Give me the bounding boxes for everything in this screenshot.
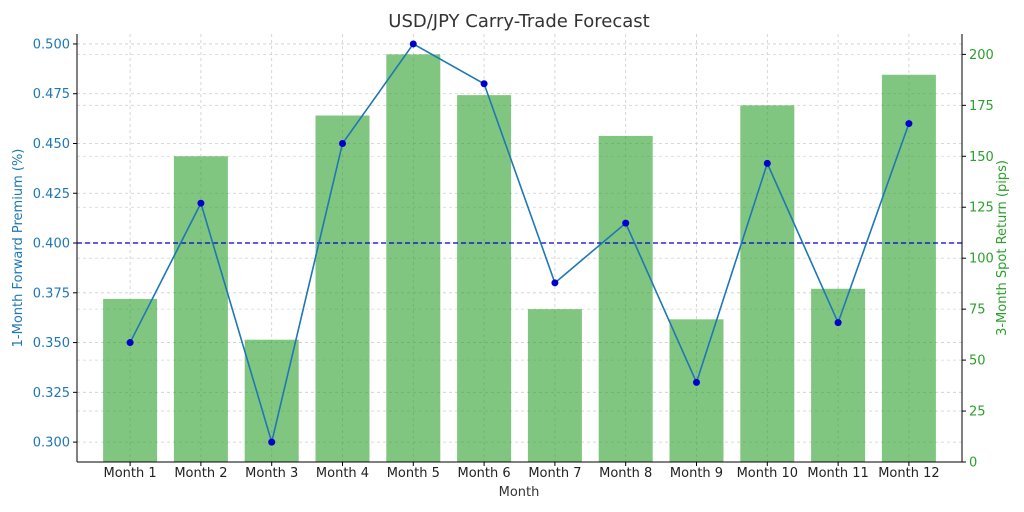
y-axis-left-label: 1-Month Forward Premium (%) — [11, 149, 26, 348]
data-point — [480, 80, 488, 88]
x-tick-label: Month 1 — [104, 466, 157, 481]
data-point — [268, 438, 276, 446]
axes: 0.300 0.325 0.350 0.375 0.400 0.425 0.450 0.475… — [33, 34, 994, 481]
bar — [598, 135, 653, 462]
y-left-tick-label: 0.400 — [33, 237, 70, 252]
x-tick-label: Month 11 — [807, 466, 868, 481]
bar — [315, 115, 370, 463]
x-tick-label: Month 8 — [599, 466, 652, 481]
x-tick-label: Month 4 — [316, 466, 369, 481]
y-left-tick-label: 0.475 — [33, 87, 70, 102]
data-point — [905, 120, 913, 128]
y-left-tick-label: 0.300 — [33, 436, 70, 451]
data-point — [339, 139, 346, 147]
x-tick-label: Month 10 — [737, 466, 798, 481]
y-axis-right-label: 3-Month Spot Return (pips) — [995, 160, 1010, 336]
line-series — [126, 40, 913, 446]
bar — [881, 74, 936, 462]
bar — [386, 54, 441, 462]
y-right-tick-label: 150 — [969, 150, 994, 165]
y-left-tick-label: 0.450 — [33, 137, 70, 152]
data-point — [409, 40, 417, 48]
x-axis-label: Month — [499, 485, 540, 500]
x-tick-label: Month 2 — [174, 466, 227, 481]
data-point — [551, 279, 559, 287]
y-left-tick-label: 0.425 — [33, 187, 70, 202]
y-right-tick-label: 50 — [969, 354, 986, 369]
x-tick-label: Month 3 — [245, 466, 298, 481]
bar-series — [103, 54, 936, 463]
y-right-tick-label: 200 — [969, 48, 994, 63]
bar — [527, 309, 582, 462]
x-tick-label: Month 9 — [670, 466, 723, 481]
bar — [457, 95, 512, 463]
bar — [740, 105, 795, 462]
y-left-tick-label: 0.325 — [33, 386, 70, 401]
y-left-tick-label: 0.375 — [33, 286, 70, 301]
x-tick-label: Month 12 — [878, 466, 939, 481]
y-right-tick-label: 175 — [969, 99, 994, 114]
x-tick-label: Month 5 — [387, 466, 440, 481]
y-left-tick-label: 0.350 — [33, 336, 70, 351]
data-point — [622, 219, 630, 227]
chart-title: USD/JPY Carry-Trade Forecast — [388, 11, 649, 32]
x-tick-label: Month 7 — [528, 466, 581, 481]
y-right-tick-label: 125 — [969, 201, 994, 216]
y-right-tick-label: 75 — [969, 303, 986, 318]
x-tick-label: Month 6 — [458, 466, 511, 481]
bar — [103, 298, 158, 462]
data-point — [693, 378, 700, 386]
y-left-tick-label: 0.500 — [33, 37, 70, 52]
data-point — [763, 159, 771, 167]
data-point — [197, 199, 205, 207]
bar — [811, 288, 866, 462]
y-right-tick-label: 25 — [969, 405, 986, 420]
bar — [173, 156, 228, 463]
data-point — [126, 339, 134, 347]
series-line — [129, 42, 910, 446]
data-point — [834, 319, 842, 327]
y-right-tick-label: 0 — [969, 456, 977, 471]
y-right-tick-label: 100 — [969, 252, 994, 267]
